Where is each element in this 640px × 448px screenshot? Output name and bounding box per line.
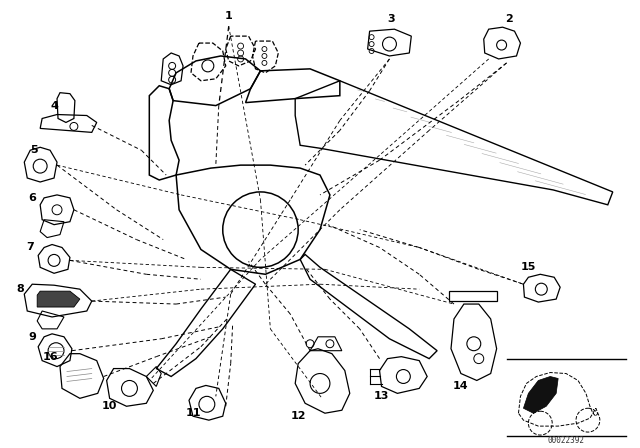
Polygon shape — [37, 291, 80, 307]
Text: 8: 8 — [17, 284, 24, 294]
Text: 1: 1 — [225, 11, 232, 21]
Text: 6: 6 — [28, 193, 36, 203]
Text: 16: 16 — [42, 352, 58, 362]
Text: 15: 15 — [521, 263, 536, 272]
Text: 12: 12 — [291, 411, 306, 421]
Text: 2: 2 — [505, 14, 513, 24]
Text: 3: 3 — [388, 14, 396, 24]
Text: 10: 10 — [102, 401, 117, 411]
Text: 14: 14 — [453, 381, 468, 392]
Text: 5: 5 — [30, 145, 38, 155]
Text: 7: 7 — [26, 242, 34, 253]
Text: 00022392: 00022392 — [548, 436, 584, 445]
Polygon shape — [524, 376, 558, 413]
Text: 13: 13 — [374, 392, 389, 401]
Text: 11: 11 — [185, 408, 201, 418]
Text: 4: 4 — [50, 101, 58, 111]
Text: 9: 9 — [28, 332, 36, 342]
